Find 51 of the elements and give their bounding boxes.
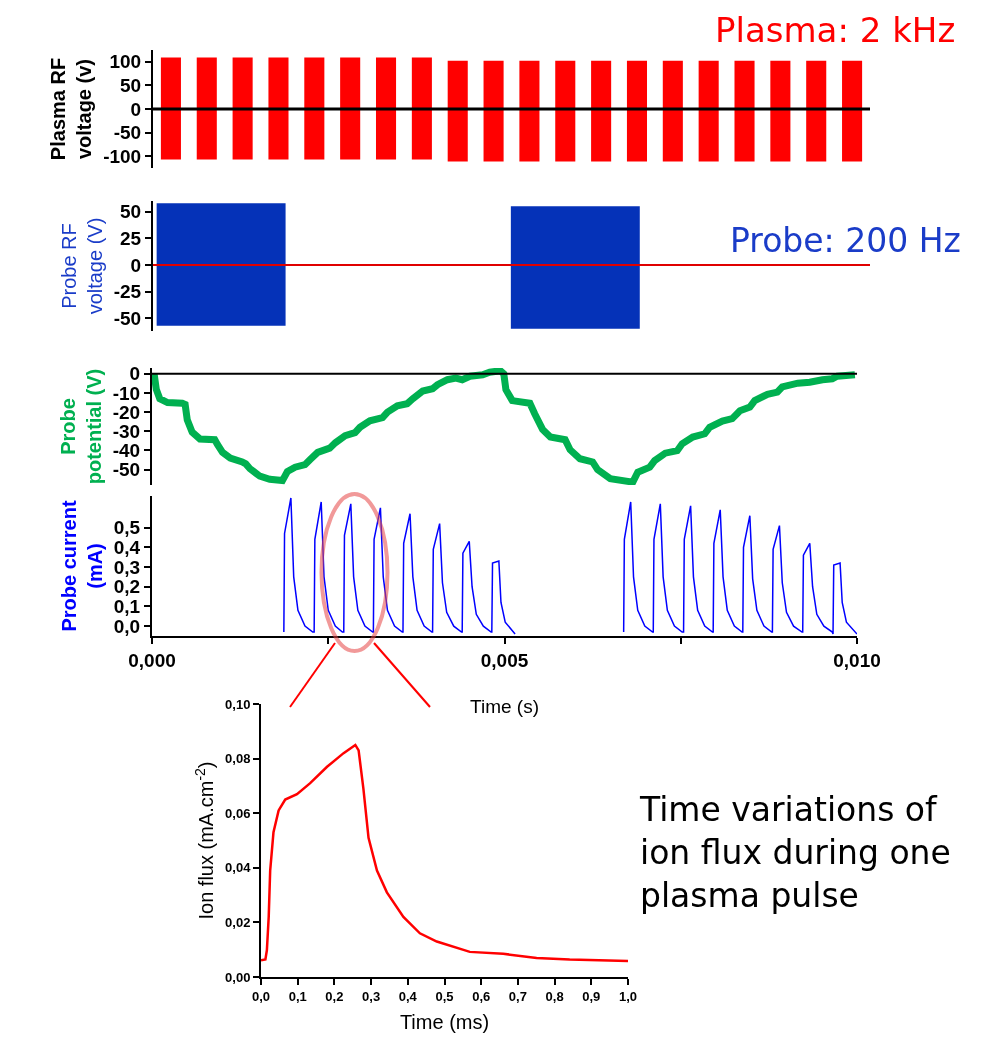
y-tick-label: -25 — [113, 281, 142, 303]
annotation: Probe: 200 Hz — [730, 221, 961, 260]
y-tick-label: 0,4 — [113, 536, 141, 558]
x-tick-label: 0,4 — [398, 988, 418, 1004]
x-tick-label: 0,010 — [833, 649, 881, 671]
y-tick-label: 0,02 — [225, 914, 251, 930]
y-tick-label: -50 — [113, 307, 142, 329]
y-axis-title: Probe RF voltage (V) — [57, 217, 106, 315]
x-tick-label: 0,000 — [128, 649, 176, 671]
annotation: Plasma: 2 kHz — [715, 10, 956, 50]
y-tick-label: 0,06 — [225, 805, 251, 821]
y-tick-label: 0,08 — [225, 751, 251, 767]
y-tick-label: 0,0 — [113, 615, 141, 637]
y-tick-label: -40 — [112, 440, 141, 462]
x-axis-title: Time (ms) — [399, 1010, 490, 1033]
x-tick-label: 0,3 — [362, 988, 381, 1004]
x-tick-label: 0,8 — [545, 988, 564, 1004]
y-tick-label: 0,2 — [113, 576, 141, 598]
x-tick-label: 0,005 — [480, 649, 529, 671]
x-tick-label: 0,7 — [508, 988, 527, 1004]
y-axis-title: Probe current (mA) — [57, 500, 106, 632]
x-tick-label: 0,6 — [472, 988, 491, 1004]
x-tick-label: 0,2 — [325, 988, 344, 1004]
y-tick-label: 0,5 — [113, 517, 141, 539]
y-tick-label: 0 — [130, 254, 142, 276]
x-axis-title: Time (s) — [470, 696, 539, 718]
y-tick-label: 0,10 — [225, 696, 251, 712]
y-tick-label: 50 — [120, 201, 142, 223]
x-tick-label: 0,9 — [582, 988, 601, 1004]
x-tick-label: 0,1 — [288, 988, 307, 1004]
y-tick-label: 0 — [130, 98, 142, 120]
y-tick-label: 25 — [120, 227, 142, 249]
y-axis-title: Probe potential (V) — [56, 368, 105, 485]
y-tick-label: 0 — [129, 363, 141, 385]
x-tick-label: 0,5 — [435, 988, 454, 1004]
y-tick-label: 0,04 — [225, 860, 252, 876]
y-tick-label: -10 — [112, 382, 141, 404]
y-tick-label: 100 — [109, 51, 142, 73]
y-tick-label: -50 — [113, 122, 142, 144]
y-axis-title: Plasma RF voltage (v) — [47, 57, 96, 161]
y-tick-label: 0,00 — [225, 969, 251, 985]
x-tick-label: 0,0 — [251, 988, 271, 1004]
text: Time variations of ion flux during one plasma pulse — [639, 790, 951, 915]
y-tick-label: -20 — [112, 401, 141, 423]
y-tick-label: -100 — [103, 145, 142, 167]
y-tick-label: 0,3 — [113, 556, 141, 578]
x-tick-label: 1,0 — [618, 988, 638, 1004]
y-tick-label: 0,1 — [113, 596, 141, 618]
y-tick-label: -30 — [112, 420, 141, 442]
y-tick-label: 50 — [120, 75, 142, 97]
y-tick-label: -50 — [112, 459, 141, 481]
